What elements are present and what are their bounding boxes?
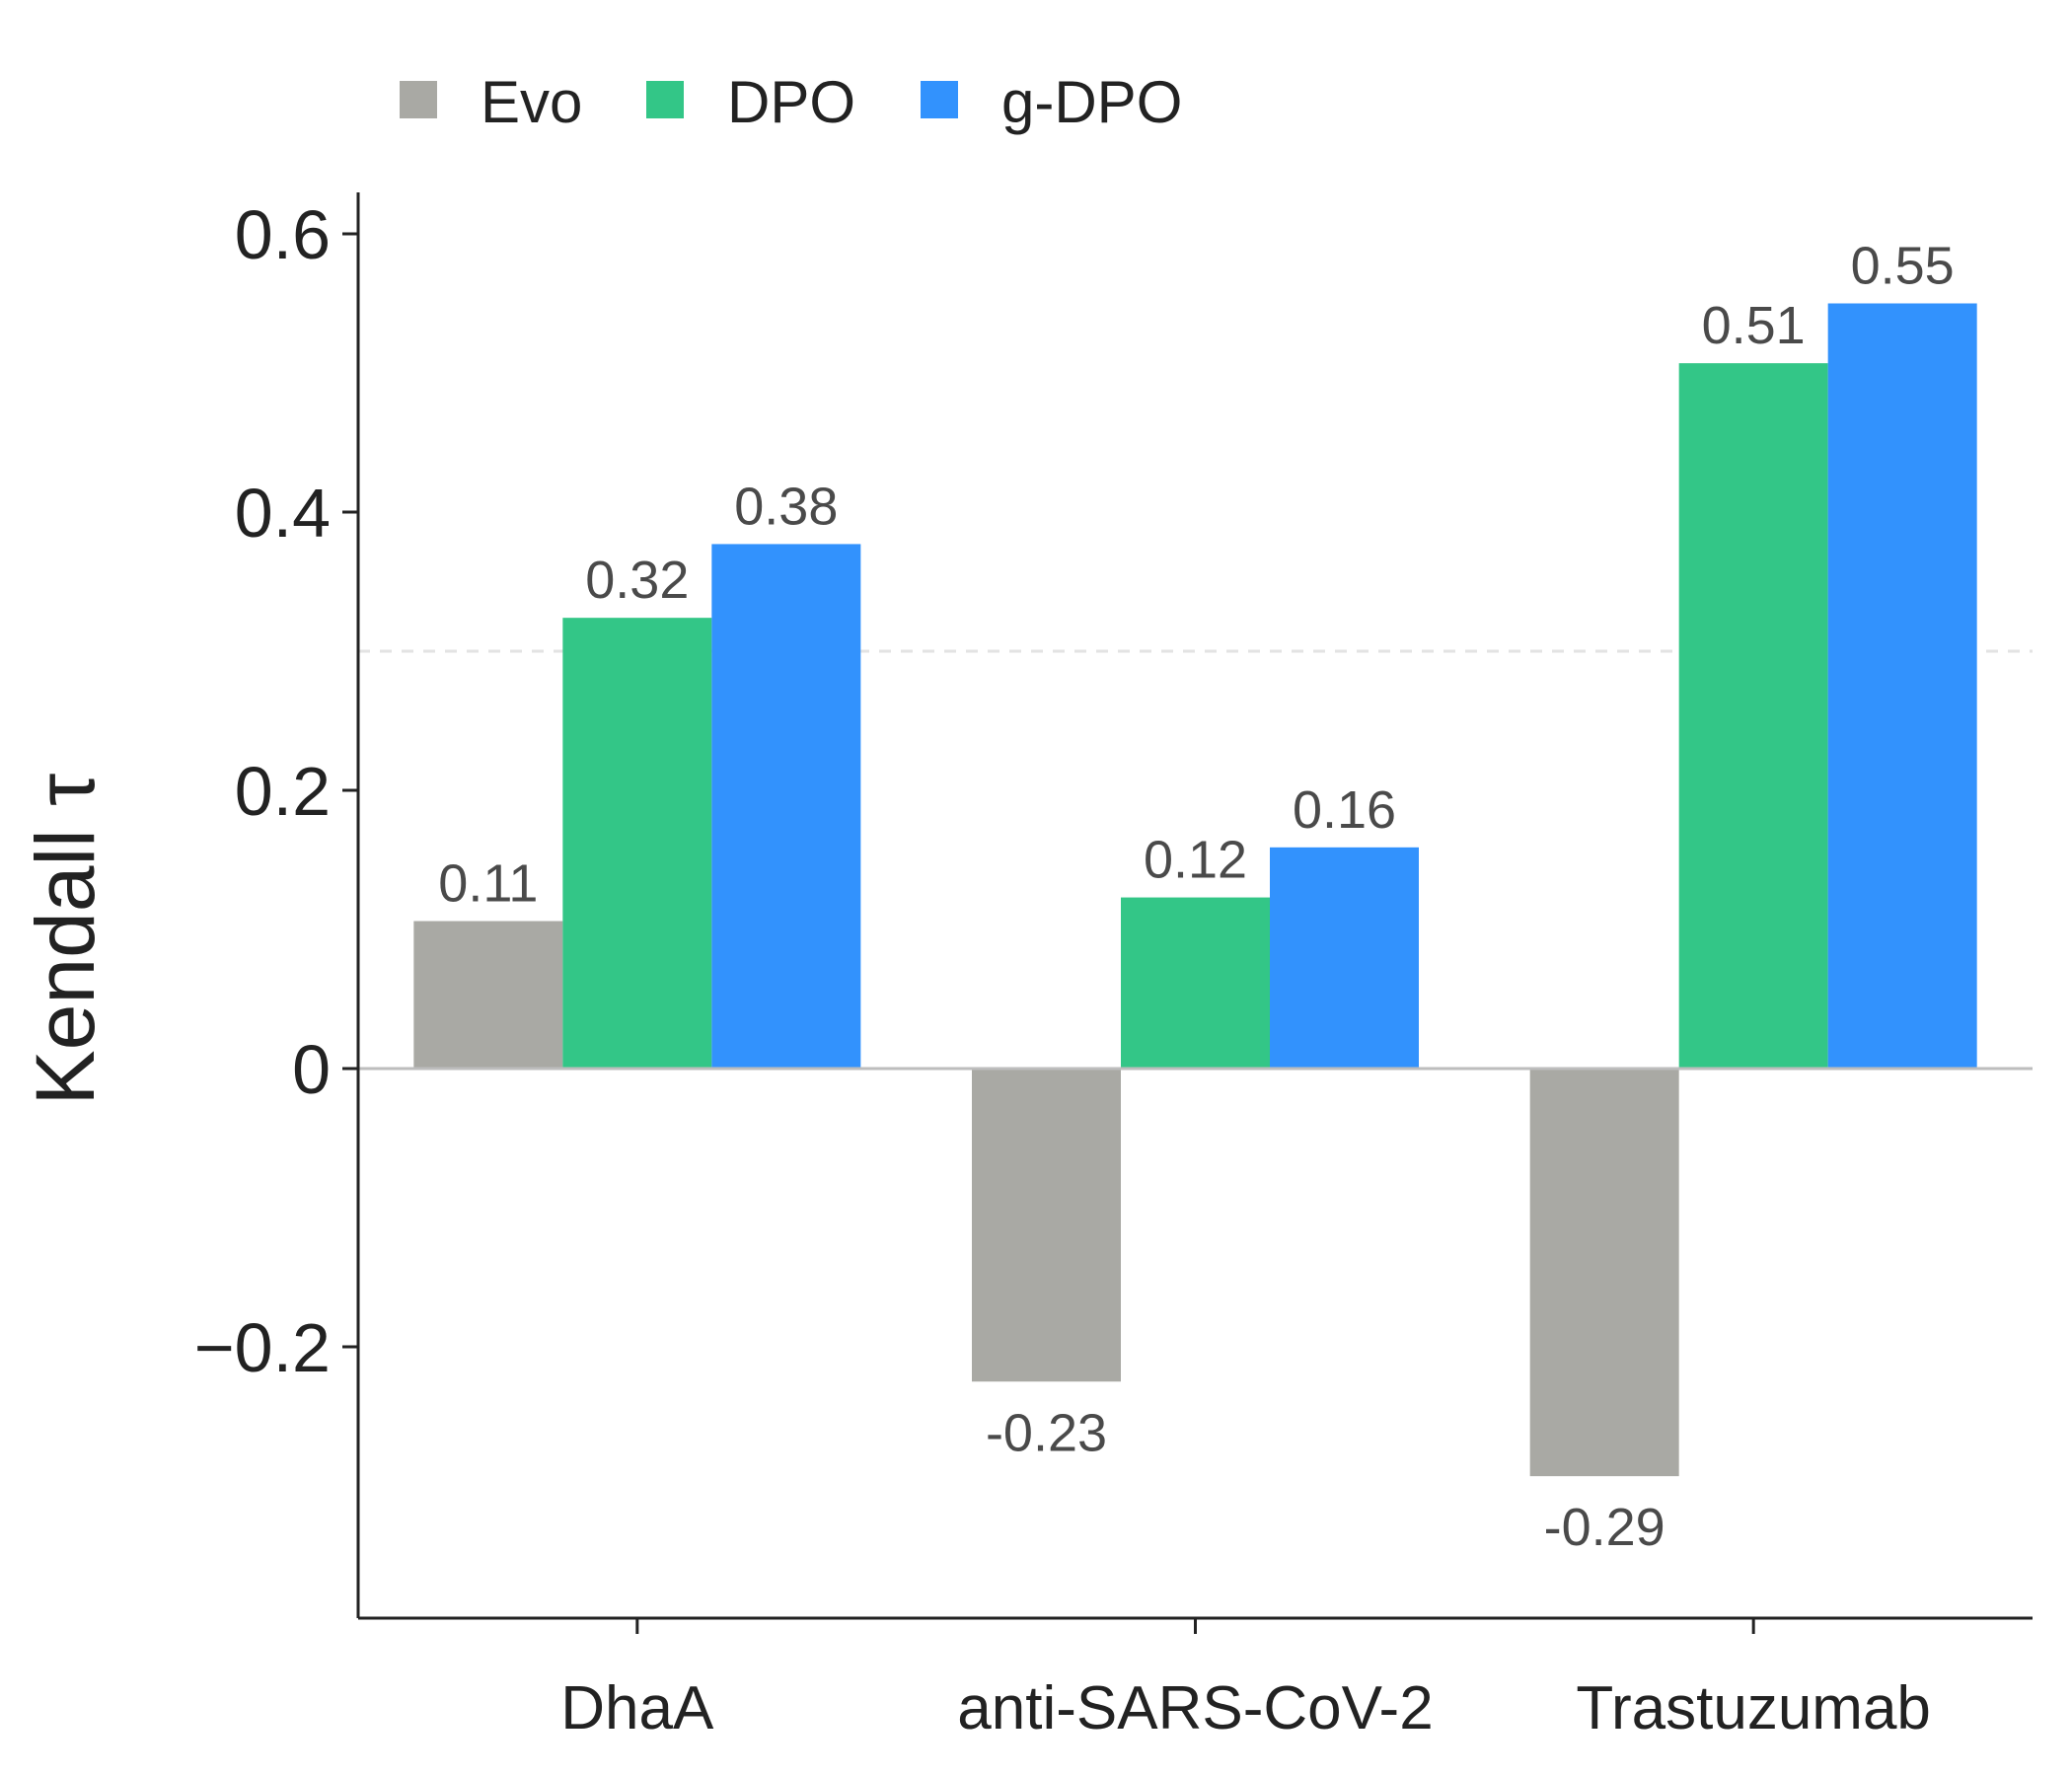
y-tick-label: −0.2 [194,1309,331,1386]
bar-dpo-0 [562,618,712,1069]
data-label: 0.51 [1702,296,1806,355]
data-label: -0.29 [1544,1498,1665,1557]
legend: Evo DPO g-DPO [400,69,1182,135]
y-tick-label: 0.4 [235,475,331,552]
data-label: -0.23 [986,1403,1107,1462]
y-tick-label: 0 [292,1031,331,1108]
y-axis-label: Kendall τ [19,774,111,1106]
legend-label-g-dpo: g-DPO [1001,69,1182,135]
bar-evo-1 [972,1069,1121,1382]
data-label: 0.32 [585,551,689,610]
legend-label-evo: Evo [481,69,582,135]
bar-evo-0 [413,921,563,1069]
bar-g-dpo-1 [1270,847,1419,1069]
bars [413,303,1977,1477]
x-tick-label: Trastuzumab [1576,1674,1931,1742]
legend-swatch-dpo [646,81,684,118]
bar-g-dpo-2 [1827,303,1977,1069]
bar-dpo-1 [1121,897,1270,1069]
bar-evo-2 [1529,1069,1679,1477]
data-label: 0.38 [734,477,838,536]
data-label: 0.16 [1293,780,1396,840]
data-labels: 0.11 0.32 0.38 -0.23 0.12 0.16 -0.29 0.51 0.55 [438,237,1954,1558]
y-tick-label: 0.2 [235,753,331,830]
bar-dpo-2 [1678,363,1828,1069]
data-label: 0.12 [1144,831,1247,890]
bar-g-dpo-0 [711,544,861,1069]
legend-label-dpo: DPO [727,69,855,135]
data-label: 0.55 [1851,237,1955,296]
legend-swatch-evo [400,81,437,118]
axes: −0.2 0 0.2 0.4 0.6 DhaA anti-SARS-CoV-2 Trastuz… [194,192,2033,1742]
data-label: 0.11 [438,854,538,914]
y-tick-label: 0.6 [235,196,331,273]
x-tick-label: DhaA [560,1674,714,1742]
x-tick-label: anti-SARS-CoV-2 [957,1674,1433,1742]
legend-swatch-g-dpo [921,81,958,118]
